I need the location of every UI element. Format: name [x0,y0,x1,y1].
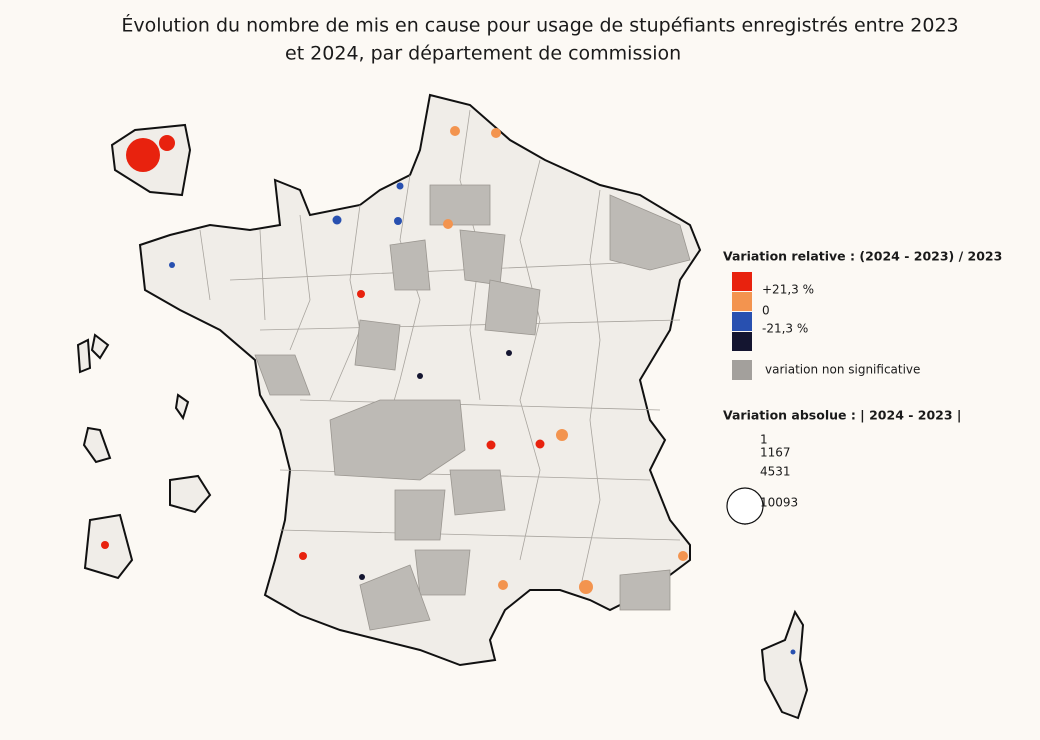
legend-label: -21,3 % [762,322,808,336]
size-legend-circle [726,487,764,525]
guadeloupe [76,333,110,374]
martinique [174,393,190,421]
legend: Variation relative : (2024 - 2023) / 202… [723,249,1002,525]
title-line: et 2024, par département de commission [285,43,681,65]
legend-swatch [732,312,752,331]
legend-swatch [732,360,752,380]
legend-swatch [732,292,752,311]
legend-title: Variation absolue : | 2024 - 2023 | [723,408,962,423]
title: Évolution du nombre de mis en cause pour… [121,14,958,65]
guyane [82,426,112,464]
legend-label: +21,3 % [762,283,814,297]
map-markers [101,126,796,655]
legend-swatch [732,272,752,291]
legend-swatch [732,332,752,351]
legend-label: 0 [762,304,770,318]
size-legend-label: 10093 [760,496,798,510]
reunion [169,474,212,514]
size-legend-label: 1 [760,433,768,447]
legend-label: variation non significative [765,363,920,377]
title-line: Évolution du nombre de mis en cause pour… [121,14,958,37]
france-map [76,93,809,720]
corse [760,609,809,720]
metropole [138,93,702,667]
size-legend-label: 1167 [760,446,791,460]
size-legend-label: 4531 [760,465,791,479]
non-significant-areas [254,184,691,631]
legend-title: Variation relative : (2024 - 2023) / 202… [723,249,1002,264]
